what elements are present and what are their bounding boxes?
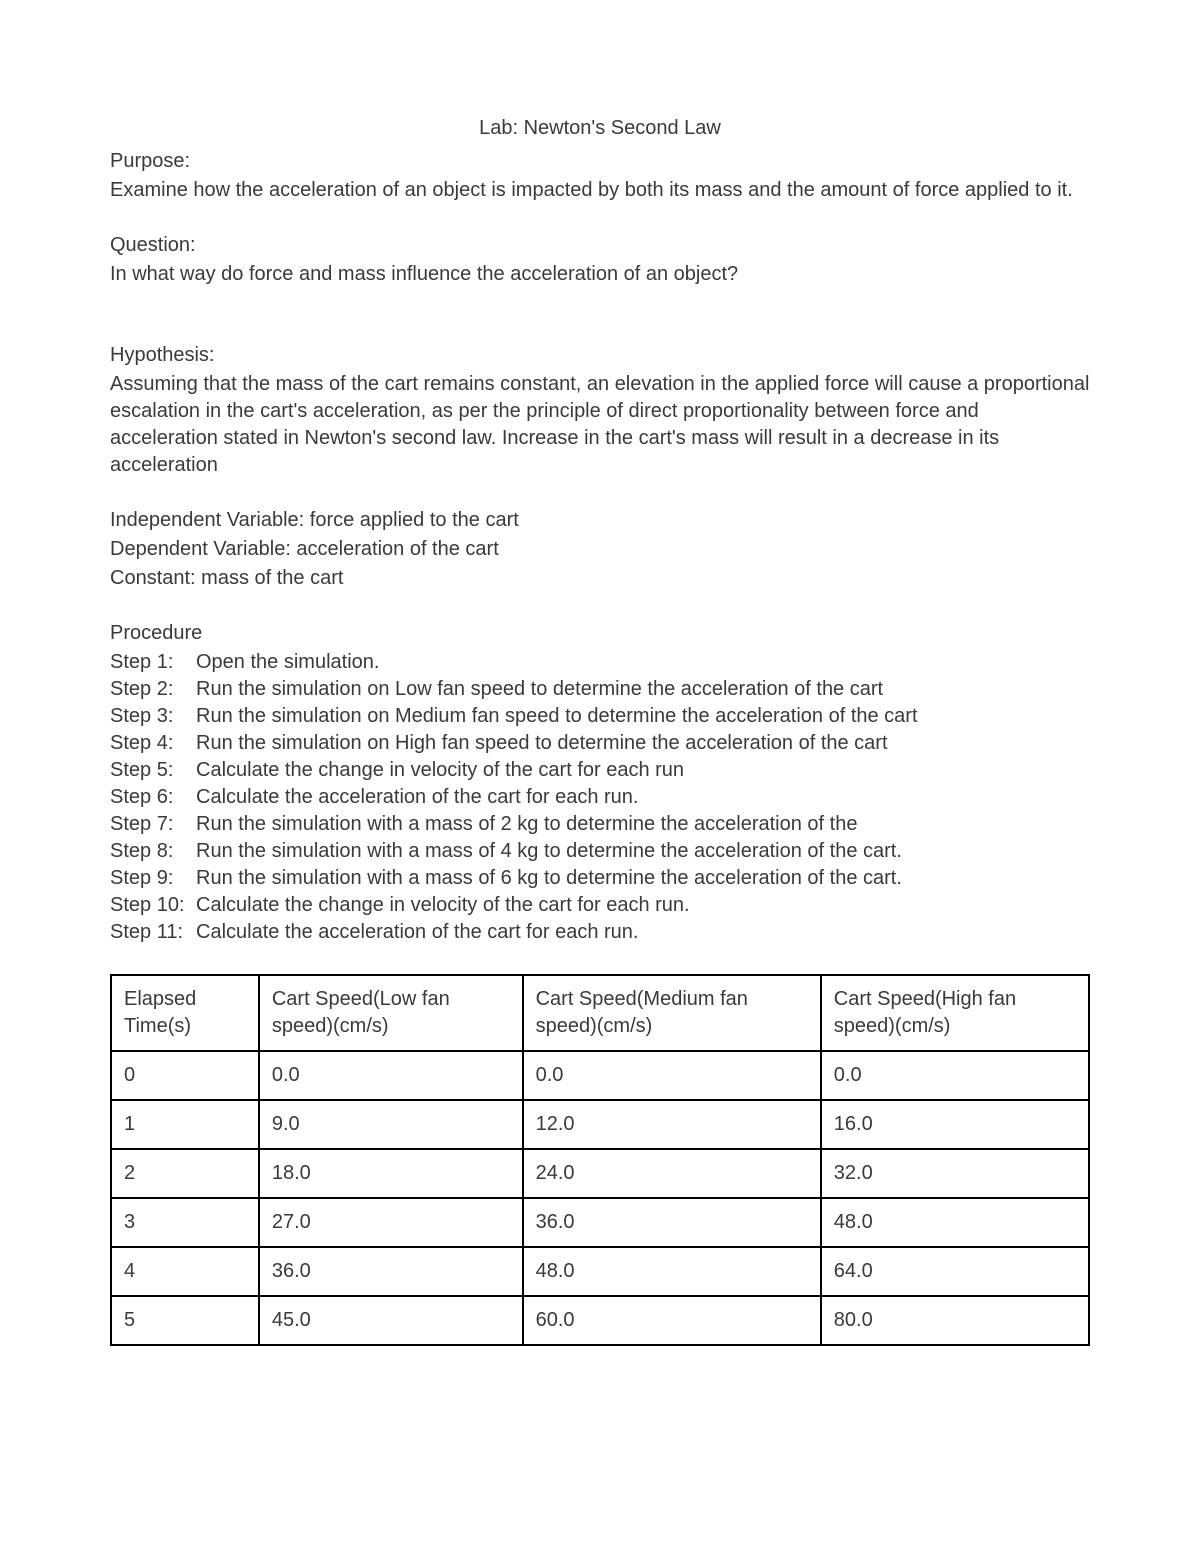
- question-heading: Question:: [110, 232, 1090, 259]
- table-cell: 24.0: [523, 1149, 821, 1198]
- table-cell: 48.0: [821, 1198, 1089, 1247]
- procedure-step: Step 6:Calculate the acceleration of the…: [110, 784, 1090, 811]
- step-text: Calculate the change in velocity of the …: [196, 757, 1090, 784]
- procedure-steps: Step 1:Open the simulation.Step 2:Run th…: [110, 649, 1090, 946]
- step-text: Run the simulation with a mass of 6 kg t…: [196, 865, 1090, 892]
- table-column-header: Elapsed Time(s): [111, 975, 259, 1051]
- table-cell: 3: [111, 1198, 259, 1247]
- table-column-header: Cart Speed(High fan speed)(cm/s): [821, 975, 1089, 1051]
- procedure-section: Procedure Step 1:Open the simulation.Ste…: [110, 620, 1090, 946]
- step-label: Step 11:: [110, 919, 196, 946]
- table-cell: 48.0: [523, 1247, 821, 1296]
- step-text: Run the simulation on Low fan speed to d…: [196, 676, 1090, 703]
- step-text: Open the simulation.: [196, 649, 1090, 676]
- procedure-step: Step 9:Run the simulation with a mass of…: [110, 865, 1090, 892]
- table-cell: 18.0: [259, 1149, 523, 1198]
- table-body: 00.00.00.019.012.016.0218.024.032.0327.0…: [111, 1051, 1089, 1345]
- step-label: Step 2:: [110, 676, 196, 703]
- table-header-row: Elapsed Time(s)Cart Speed(Low fan speed)…: [111, 975, 1089, 1051]
- table-cell: 0.0: [259, 1051, 523, 1100]
- table-row: 00.00.00.0: [111, 1051, 1089, 1100]
- table-cell: 45.0: [259, 1296, 523, 1345]
- table-cell: 1: [111, 1100, 259, 1149]
- procedure-step: Step 2:Run the simulation on Low fan spe…: [110, 676, 1090, 703]
- step-label: Step 5:: [110, 757, 196, 784]
- table-cell: 36.0: [523, 1198, 821, 1247]
- table-cell: 16.0: [821, 1100, 1089, 1149]
- question-text: In what way do force and mass influence …: [110, 261, 1090, 288]
- purpose-heading: Purpose:: [110, 148, 1090, 175]
- table-cell: 5: [111, 1296, 259, 1345]
- purpose-section: Purpose: Examine how the acceleration of…: [110, 148, 1090, 204]
- table-cell: 64.0: [821, 1247, 1089, 1296]
- step-label: Step 1:: [110, 649, 196, 676]
- step-text: Run the simulation with a mass of 4 kg t…: [196, 838, 1090, 865]
- step-text: Calculate the change in velocity of the …: [196, 892, 1090, 919]
- step-text: Calculate the acceleration of the cart f…: [196, 784, 1090, 811]
- table-cell: 36.0: [259, 1247, 523, 1296]
- document-page: Lab: Newton's Second Law Purpose: Examin…: [0, 0, 1200, 1553]
- procedure-step: Step 3:Run the simulation on Medium fan …: [110, 703, 1090, 730]
- step-label: Step 8:: [110, 838, 196, 865]
- step-label: Step 7:: [110, 811, 196, 838]
- procedure-step: Step 10:Calculate the change in velocity…: [110, 892, 1090, 919]
- variables-section: Independent Variable: force applied to t…: [110, 507, 1090, 592]
- data-table: Elapsed Time(s)Cart Speed(Low fan speed)…: [110, 974, 1090, 1346]
- table-row: 218.024.032.0: [111, 1149, 1089, 1198]
- constant-variable: Constant: mass of the cart: [110, 565, 1090, 592]
- table-column-header: Cart Speed(Medium fan speed)(cm/s): [523, 975, 821, 1051]
- procedure-step: Step 4:Run the simulation on High fan sp…: [110, 730, 1090, 757]
- table-row: 436.048.064.0: [111, 1247, 1089, 1296]
- procedure-step: Step 7:Run the simulation with a mass of…: [110, 811, 1090, 838]
- table-row: 545.060.080.0: [111, 1296, 1089, 1345]
- procedure-step: Step 1:Open the simulation.: [110, 649, 1090, 676]
- table-cell: 12.0: [523, 1100, 821, 1149]
- table-row: 19.012.016.0: [111, 1100, 1089, 1149]
- question-section: Question: In what way do force and mass …: [110, 232, 1090, 288]
- table-cell: 9.0: [259, 1100, 523, 1149]
- table-cell: 4: [111, 1247, 259, 1296]
- step-text: Run the simulation on Medium fan speed t…: [196, 703, 1090, 730]
- step-label: Step 9:: [110, 865, 196, 892]
- hypothesis-text: Assuming that the mass of the cart remai…: [110, 371, 1090, 479]
- procedure-heading: Procedure: [110, 620, 1090, 647]
- table-cell: 27.0: [259, 1198, 523, 1247]
- step-label: Step 6:: [110, 784, 196, 811]
- independent-variable: Independent Variable: force applied to t…: [110, 507, 1090, 534]
- step-label: Step 4:: [110, 730, 196, 757]
- procedure-step: Step 8:Run the simulation with a mass of…: [110, 838, 1090, 865]
- table-row: 327.036.048.0: [111, 1198, 1089, 1247]
- table-cell: 80.0: [821, 1296, 1089, 1345]
- table-cell: 0.0: [523, 1051, 821, 1100]
- table-cell: 0: [111, 1051, 259, 1100]
- step-label: Step 3:: [110, 703, 196, 730]
- hypothesis-section: Hypothesis: Assuming that the mass of th…: [110, 342, 1090, 479]
- table-cell: 60.0: [523, 1296, 821, 1345]
- procedure-step: Step 5:Calculate the change in velocity …: [110, 757, 1090, 784]
- purpose-text: Examine how the acceleration of an objec…: [110, 177, 1090, 204]
- table-cell: 0.0: [821, 1051, 1089, 1100]
- step-label: Step 10:: [110, 892, 196, 919]
- table-cell: 2: [111, 1149, 259, 1198]
- table-column-header: Cart Speed(Low fan speed)(cm/s): [259, 975, 523, 1051]
- step-text: Calculate the acceleration of the cart f…: [196, 919, 1090, 946]
- document-title: Lab: Newton's Second Law: [110, 115, 1090, 142]
- step-text: Run the simulation with a mass of 2 kg t…: [196, 811, 1090, 838]
- procedure-step: Step 11:Calculate the acceleration of th…: [110, 919, 1090, 946]
- hypothesis-heading: Hypothesis:: [110, 342, 1090, 369]
- table-cell: 32.0: [821, 1149, 1089, 1198]
- step-text: Run the simulation on High fan speed to …: [196, 730, 1090, 757]
- dependent-variable: Dependent Variable: acceleration of the …: [110, 536, 1090, 563]
